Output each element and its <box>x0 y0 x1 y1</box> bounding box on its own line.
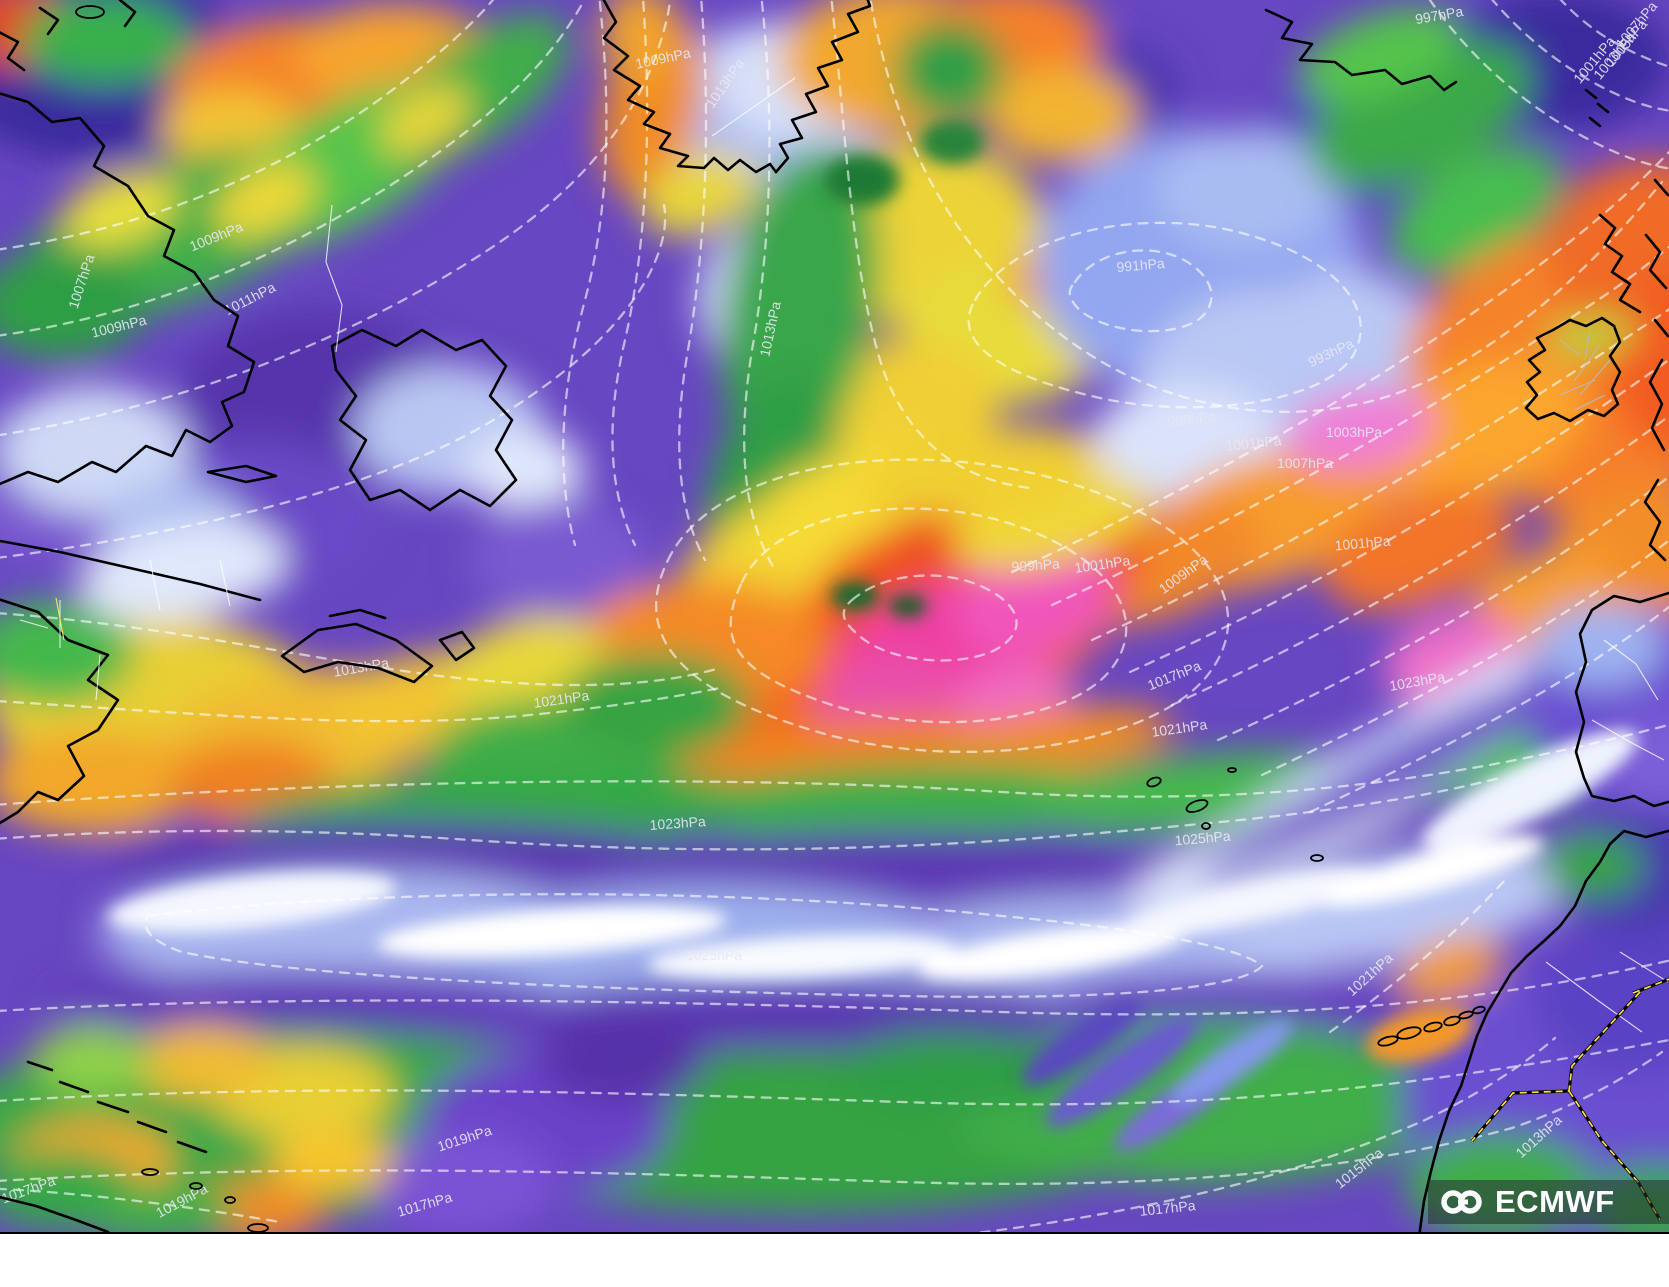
island-outlines <box>75 5 1486 1232</box>
ecmwf-logo-text: ECMWF <box>1495 1184 1615 1219</box>
isobar-label: 1025hPa <box>1174 828 1231 849</box>
coastlines <box>0 0 1669 1232</box>
isobar-label: 1001hPa <box>1225 432 1283 454</box>
wind-speed-map: 1009hPa 1007hPa 1011hPa 1009hPa 1009hPa 1013h… <box>0 0 1669 1232</box>
county-borders <box>1559 329 1611 411</box>
ecmwf-icon <box>1441 1190 1482 1214</box>
isobar-label: 1021hPa <box>1150 716 1208 740</box>
africa-borders <box>55 597 1669 1221</box>
isobar-label: 1025hPa <box>686 947 742 963</box>
isobar-label: 999hPa <box>1167 409 1217 430</box>
isobar-label: 1017hPa <box>1139 1197 1197 1219</box>
ecmwf-logo-badge: ECMWF <box>1428 1180 1669 1224</box>
wind-streaks <box>107 120 1638 1152</box>
isobar-label: 1003hPa <box>1326 424 1382 440</box>
isobar-label: 1001hPa <box>1073 552 1131 576</box>
isobar-label: 1021hPa <box>532 687 590 711</box>
isobar-label: 991hPa <box>1116 255 1166 275</box>
legend-footer: 2.00 km/h 020406080100120140160180200220… <box>0 1232 1669 1287</box>
isobar-label: 1001hPa <box>1334 533 1391 554</box>
isobar-label: 999hPa <box>1011 555 1060 574</box>
isobar-label: 1007hPa <box>1277 455 1333 471</box>
isobar-label: 1023hPa <box>649 813 706 833</box>
region-borders <box>19 77 1669 1033</box>
